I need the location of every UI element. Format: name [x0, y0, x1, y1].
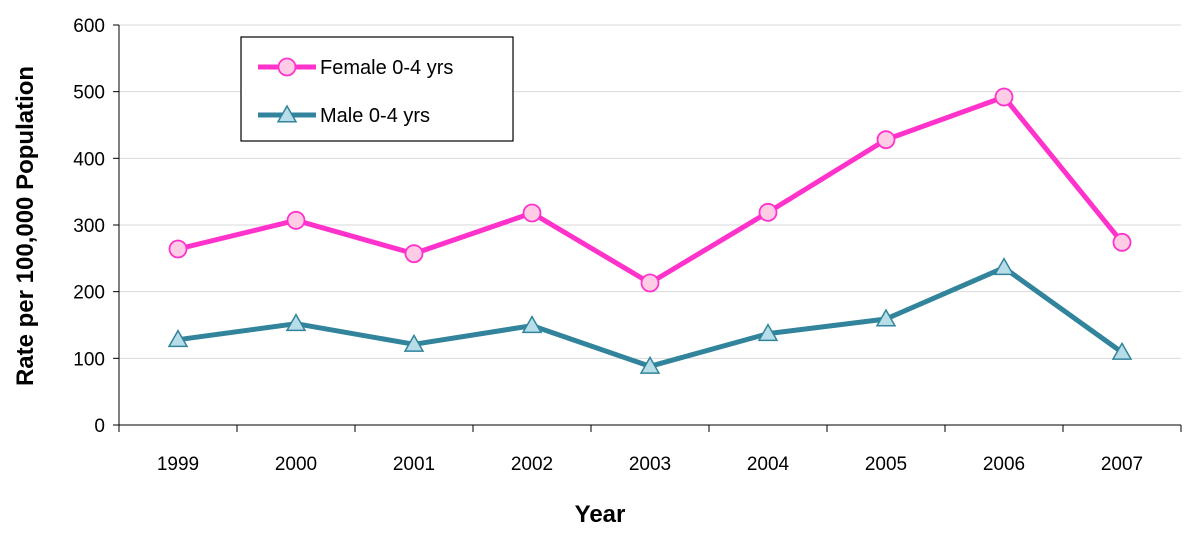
x-tick-label: 1999: [157, 454, 199, 475]
data-point: [875, 308, 897, 327]
x-tick-label: 2007: [1101, 454, 1143, 475]
x-tick-label: 2002: [511, 454, 553, 475]
legend-label: Female 0-4 yrs: [320, 57, 453, 79]
circle-marker-icon: [277, 57, 297, 77]
data-point: [522, 203, 542, 223]
data-point: [1111, 341, 1133, 360]
x-tick-label: 2004: [747, 454, 790, 475]
legend-entry: Female 0-4 yrs: [258, 57, 453, 79]
x-tick-label: 2001: [393, 454, 435, 475]
data-point: [876, 130, 896, 150]
legend: Female 0-4 yrs Male 0-4 yrs: [240, 36, 514, 142]
x-tick-label: 2003: [629, 454, 671, 475]
data-point: [640, 273, 660, 293]
x-axis: 1999 2000 2001 2002 2003 2004 2005 2006 2007: [118, 424, 1182, 475]
data-point: [758, 202, 778, 222]
data-point: [168, 239, 188, 259]
data-point: [757, 323, 779, 342]
y-tick-label: 500: [73, 83, 105, 104]
series-layer: [167, 87, 1133, 374]
y-axis: 0 100 200 300 400 500 600: [73, 16, 120, 437]
y-tick-label: 100: [73, 349, 105, 370]
x-tick-label: 2005: [865, 454, 907, 475]
series-female: [168, 87, 1132, 293]
y-tick-label: 400: [73, 149, 105, 170]
data-point: [403, 333, 425, 352]
data-point: [286, 210, 306, 230]
triangle-marker-icon: [276, 104, 298, 123]
legend-entry: Male 0-4 yrs: [258, 104, 430, 127]
data-point: [993, 257, 1015, 276]
y-tick-label: 300: [73, 216, 105, 237]
series-male: [167, 257, 1133, 374]
x-tick-label: 2006: [983, 454, 1025, 475]
y-axis-title: Rate per 100,000 Population: [12, 66, 39, 386]
y-tick-label: 600: [73, 16, 105, 37]
data-point: [1112, 232, 1132, 252]
x-tick-label: 2000: [275, 454, 317, 475]
legend-box: [240, 36, 514, 142]
y-tick-label: 200: [73, 283, 105, 304]
legend-label: Male 0-4 yrs: [320, 105, 430, 127]
data-point: [521, 315, 543, 334]
data-point: [994, 87, 1014, 107]
data-point: [167, 329, 189, 348]
data-point: [285, 313, 307, 332]
y-tick-label: 0: [94, 416, 105, 437]
data-point: [639, 355, 661, 374]
x-axis-title: Year: [575, 501, 626, 528]
data-point: [404, 244, 424, 264]
